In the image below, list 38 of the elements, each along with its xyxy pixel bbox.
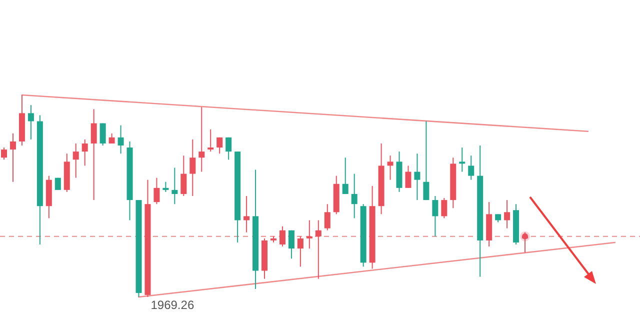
candlestick	[54, 177, 61, 190]
candlestick	[118, 124, 124, 154]
candlestick	[226, 136, 232, 160]
candlestick	[82, 138, 88, 166]
candlestick	[72, 142, 79, 178]
candlestick	[90, 108, 97, 201]
candlestick	[108, 132, 115, 144]
candlestick	[190, 138, 196, 196]
candlestick	[414, 153, 420, 201]
candlestick	[441, 198, 448, 219]
candlestick	[387, 155, 394, 180]
candlestick	[216, 136, 223, 154]
candlestick	[423, 120, 430, 201]
candlestick	[504, 200, 510, 229]
annotation: 1969.26	[150, 298, 194, 312]
candlestick	[459, 147, 466, 172]
candlestick	[244, 196, 250, 233]
candlestick	[288, 230, 294, 260]
candlestick	[10, 132, 16, 182]
candlestick	[28, 104, 34, 140]
candlestick	[198, 106, 205, 172]
candlestick	[297, 236, 304, 268]
candlestick	[468, 155, 474, 180]
candlestick	[351, 173, 358, 219]
candlestick	[279, 226, 286, 247]
candlestick	[315, 220, 322, 280]
candlestick	[100, 122, 106, 146]
candlestick	[208, 128, 214, 152]
candlestick	[154, 177, 160, 205]
candlestick	[306, 220, 312, 250]
candlestick	[324, 204, 330, 231]
candlestick	[172, 167, 178, 205]
candlestick	[342, 157, 348, 194]
candlestick	[1, 147, 7, 160]
candlestick	[162, 181, 169, 192]
candlestick	[405, 165, 412, 188]
candlestick	[180, 155, 187, 196]
candlestick	[432, 196, 438, 237]
